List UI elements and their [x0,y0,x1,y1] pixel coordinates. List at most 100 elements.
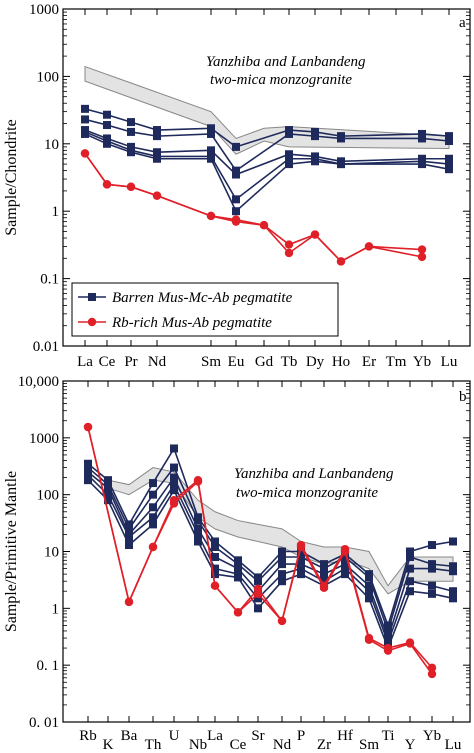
data-point-square [232,142,240,151]
data-point-square [365,587,373,596]
panel-b-trace-element-diagram: 0. 010. 1110100100010,000RbKBaThUNbLaCeS… [3,374,471,753]
x-category-label: Ce [99,354,116,370]
data-point-square [449,537,457,546]
data-point-square [278,547,286,556]
data-point-circle [124,597,134,607]
y-tick-label: 0.1 [40,272,59,288]
x-category-label: Gd [255,354,274,370]
data-point-square [445,165,453,174]
data-point-circle [427,669,437,679]
legend-marker-square [88,293,96,301]
x-category-label: P [297,728,305,744]
data-point-square [211,570,219,579]
data-point-square [445,154,453,163]
data-point-square [278,560,286,569]
x-category-label: Yb [413,354,431,370]
data-point-square [170,463,178,472]
data-point-square [127,127,135,136]
y-tick-label: 1 [52,601,60,617]
data-point-square [194,537,202,546]
data-point-circle [206,211,216,221]
data-point-square [384,634,392,643]
data-point-square [297,564,305,573]
data-point-square [365,573,373,582]
data-point-square [337,134,345,143]
data-point-circle [148,542,158,552]
data-point-circle [126,182,136,192]
data-point-square [211,553,219,562]
data-point-square [207,146,215,155]
data-point-square [104,476,112,485]
data-point-square [149,520,157,529]
x-category-label: Nd [148,354,167,370]
granite-field-annotation: two-mica monzogranite [210,72,352,88]
data-point-square [194,524,202,533]
y-tick-label: 10,000 [18,374,59,390]
data-point-square [320,560,328,569]
x-category-label: Zr [317,737,331,753]
data-point-square [278,577,286,586]
data-point-square [149,490,157,499]
data-point-square [84,463,92,472]
y-tick-label: 0.01 [33,339,59,355]
data-point-square [428,541,436,550]
granite-field-annotation: Yanzhiba and Lanbandeng [234,466,394,482]
y-tick-label: 1000 [29,2,59,18]
data-point-square [285,129,293,138]
data-point-square [170,444,178,453]
x-category-label: Rb [79,728,97,744]
data-point-square [384,621,392,630]
data-point-square [341,564,349,573]
data-point-square [127,118,135,127]
data-point-square [428,564,436,573]
data-point-square [127,148,135,157]
data-point-square [297,570,305,579]
legend-label: Barren Mus-Mc-Ab pegmatite [112,290,293,306]
data-point-square [311,127,319,136]
data-point-circle [277,616,287,626]
data-point-square [278,570,286,579]
data-point-square [232,207,240,216]
data-point-square [365,581,373,590]
data-point-square [428,589,436,598]
data-point-square [297,553,305,562]
x-category-label: Sm [359,737,379,753]
series-line-barren [87,466,454,634]
data-point-square [84,471,92,480]
data-point-circle [169,499,179,508]
y-tick-label: 10 [44,545,59,561]
data-point-square [341,553,349,562]
x-category-label: Ba [121,728,138,744]
data-point-square [84,476,92,485]
legend-marker-circle [87,317,97,327]
x-category-label: Pr [124,354,137,370]
data-point-square [285,154,293,163]
x-category-label: Sm [201,354,221,370]
data-point-square [125,524,133,533]
data-point-square [81,115,89,124]
data-point-square [104,496,112,505]
data-point-circle [310,230,320,239]
data-point-square [232,195,240,204]
data-point-circle [253,589,263,599]
data-point-square [341,570,349,579]
panel-letter: b [459,389,467,405]
data-point-square [418,160,426,169]
data-point-square [207,124,215,133]
data-point-square [170,480,178,489]
data-point-square [125,532,133,541]
data-point-square [211,537,219,546]
x-category-label: Sr [251,728,264,744]
data-point-square [365,594,373,603]
data-point-square [153,126,161,135]
data-point-square [211,564,219,573]
x-category-label: Lu [445,737,462,753]
data-point-square [320,577,328,586]
data-point-square [254,577,262,586]
y-tick-label: 100 [37,69,60,85]
data-point-circle [383,646,393,655]
data-point-square [406,587,414,596]
data-point-square [418,134,426,143]
data-point-square [234,573,242,582]
